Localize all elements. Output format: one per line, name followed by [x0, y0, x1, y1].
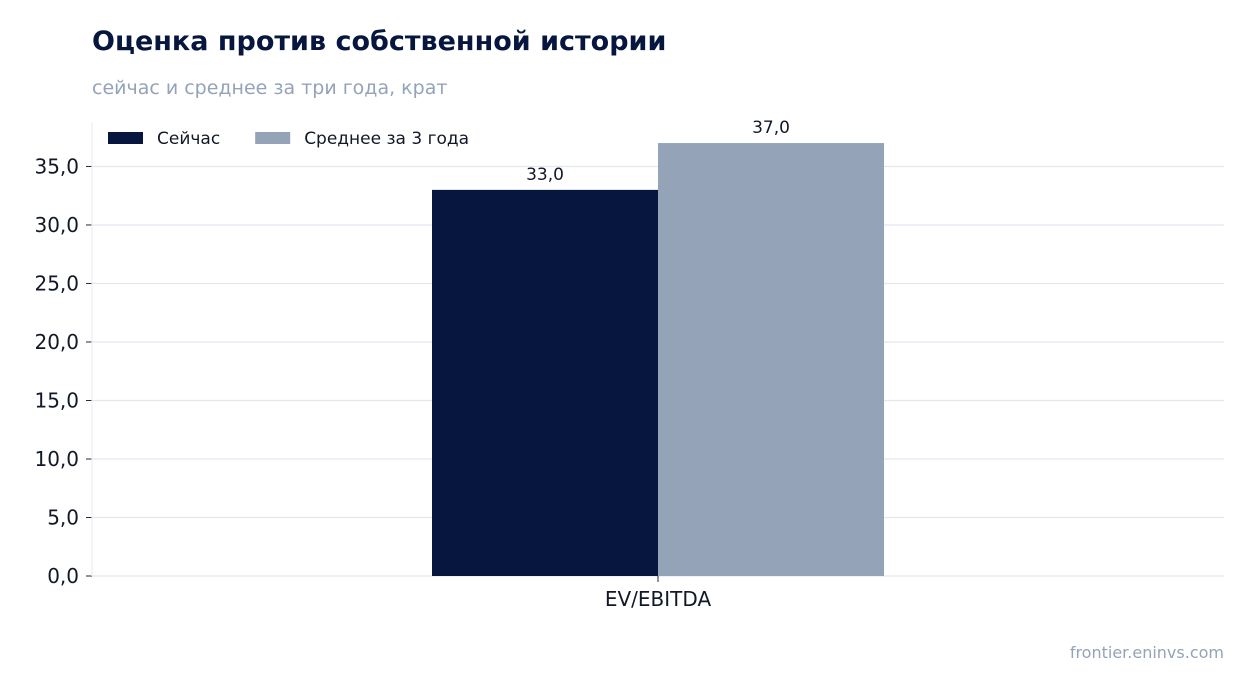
x-tick-label: EV/EBITDA — [605, 587, 712, 611]
y-tick-label: 25,0 — [34, 271, 79, 295]
y-tick-label: 20,0 — [34, 330, 79, 354]
bar-value-label: 37,0 — [752, 118, 790, 138]
legend-swatch — [108, 132, 143, 144]
legend: Сейчас Среднее за 3 года — [108, 129, 469, 149]
legend-label: Сейчас — [157, 129, 220, 149]
y-tick-label: 30,0 — [34, 213, 79, 237]
bar — [432, 189, 658, 577]
source-credit: frontier.eninvs.com — [1069, 643, 1224, 662]
bar-value-label: 33,0 — [526, 165, 564, 185]
y-tick-label: 35,0 — [34, 154, 79, 178]
bars — [432, 143, 884, 577]
y-tick-label: 10,0 — [34, 447, 79, 471]
legend-label: Среднее за 3 года — [304, 129, 469, 149]
bar — [658, 143, 884, 576]
y-tick-label: 5,0 — [47, 505, 79, 529]
y-tick-label: 15,0 — [34, 388, 79, 412]
chart-subtitle: сейчас и среднее за три года, крат — [92, 77, 448, 99]
legend-swatch — [255, 132, 291, 144]
bar-value-labels: 33,0 37,0 — [526, 118, 790, 185]
y-tick-label: 0,0 — [47, 564, 79, 588]
chart-title: Оценка против собственной истории — [92, 26, 667, 57]
axes: 0,0 5,0 10,0 15,0 20,0 25,0 30,0 35,0 EV/EBITDA — [34, 122, 711, 611]
